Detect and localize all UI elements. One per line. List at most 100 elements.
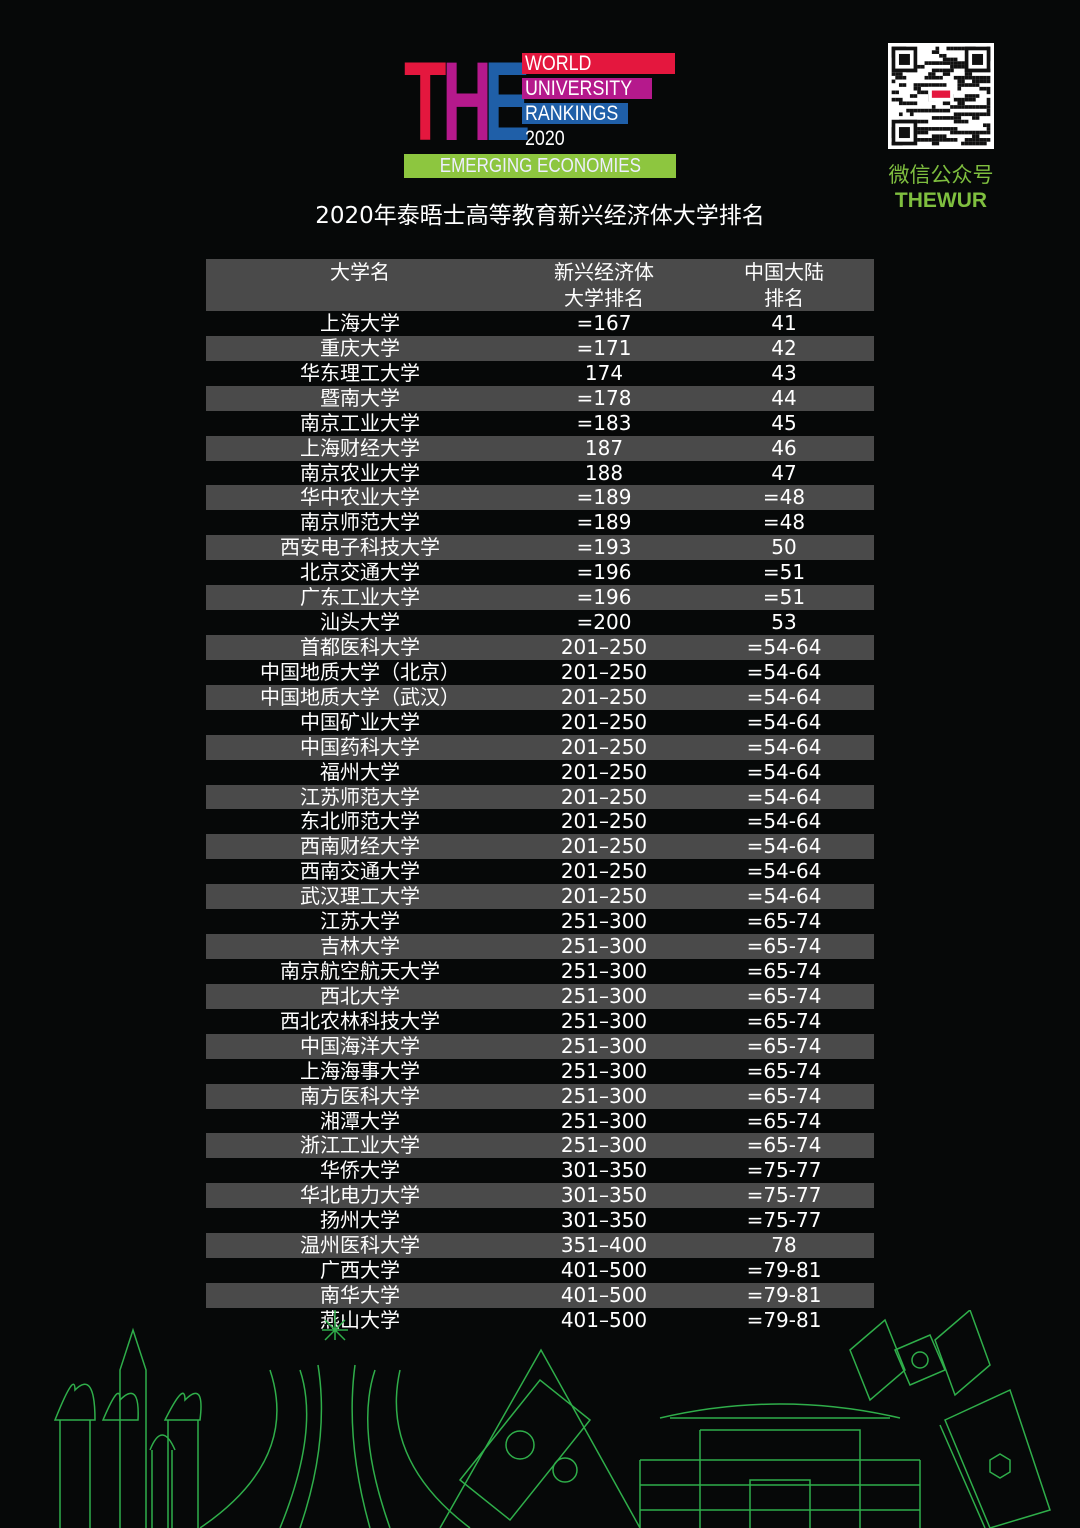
table-row: 福州大学 201–250 =54-64 (206, 760, 874, 785)
onion-dome-cathedral-icon (53, 1327, 202, 1528)
china-rank: 42 (771, 335, 797, 360)
table-row: 南华大学 401–500 =79-81 (206, 1282, 874, 1308)
table-body: 上海大学 =167 41 重庆大学 =171 42 华东理工大学 174 43 暨南大学 =178 4… (206, 311, 874, 1333)
table-row: 汕头大学 =200 53 (206, 610, 874, 635)
table-row: 中国矿业大学 201–250 =54-64 (206, 710, 874, 735)
table-row: 暨南大学 =178 44 (206, 385, 874, 411)
university-name: 广东工业大学 (300, 585, 420, 610)
table-row: 南京工业大学 =183 45 (206, 411, 874, 436)
china-rank: 47 (771, 460, 797, 485)
table-row: 江苏大学 251–300 =65-74 (206, 909, 874, 934)
university-name: 上海大学 (320, 311, 400, 335)
table-row: 北京交通大学 =196 =51 (206, 560, 874, 585)
header-ee-rank: 新兴经济体 大学排名 (554, 260, 654, 310)
table-row: 中国地质大学（北京） 201–250 =54-64 (206, 660, 874, 685)
china-rank: =54-64 (746, 734, 822, 759)
chinese-gate-icon (639, 1403, 921, 1528)
ee-rank: 251–300 (560, 1058, 648, 1083)
table-row: 南方医科大学 251–300 =65-74 (206, 1083, 874, 1109)
china-rank: =54-64 (746, 759, 822, 784)
ee-rank: =189 (576, 485, 632, 510)
table-row: 华侨大学 301–350 =75-77 (206, 1158, 874, 1183)
table-row: 上海海事大学 251–300 =65-74 (206, 1059, 874, 1084)
logo-edition: EMERGING ECONOMIES (404, 154, 676, 178)
ee-rank: 251–300 (560, 983, 648, 1008)
china-rank: 46 (771, 435, 797, 460)
china-rank: =65-74 (746, 1083, 822, 1108)
university-name: 中国地质大学（北京） (260, 659, 460, 684)
ee-rank: 251–300 (560, 1033, 648, 1058)
the-logo: T H E WORLD UNIVERSITY RANKINGS 2020 EME… (404, 39, 676, 180)
table-row: 上海大学 =167 41 (206, 311, 874, 336)
ee-rank: =183 (576, 410, 632, 435)
china-rank: =65-74 (746, 1133, 822, 1158)
university-name: 首都医科大学 (300, 634, 420, 659)
table-row: 西南交通大学 201–250 =54-64 (206, 859, 874, 884)
wechat-account: THEWUR (894, 189, 988, 212)
brasilia-cathedral-icon (199, 1310, 471, 1528)
china-rank: 78 (771, 1233, 797, 1258)
university-name: 江苏师范大学 (300, 784, 420, 809)
ee-rank: 301–350 (560, 1208, 648, 1233)
logo-letter-t: T (404, 39, 446, 164)
ee-rank: 401–500 (560, 1307, 648, 1332)
university-name: 南华大学 (320, 1282, 400, 1307)
ee-rank: =178 (576, 385, 632, 410)
university-name: 西南交通大学 (300, 859, 420, 884)
china-rank: =65-74 (746, 1108, 822, 1133)
china-rank: =75-77 (746, 1208, 822, 1233)
qr-code-icon (888, 43, 994, 149)
ee-rank: 251–300 (560, 934, 648, 959)
table-row: 上海财经大学 187 46 (206, 435, 874, 461)
china-rank: =54-64 (746, 634, 822, 659)
china-rank: =65-74 (746, 983, 822, 1008)
university-name: 东北师范大学 (300, 809, 420, 834)
university-name: 扬州大学 (320, 1208, 400, 1233)
university-name: 西北大学 (320, 983, 400, 1008)
landmarks-decoration (53, 1310, 1051, 1528)
university-name: 中国矿业大学 (300, 709, 420, 734)
university-name: 华中农业大学 (300, 485, 420, 510)
ee-rank: 201–250 (560, 659, 648, 684)
table-row: 南京航空航天大学 251–300 =65-74 (206, 959, 874, 984)
table-row: 中国药科大学 201–250 =54-64 (206, 734, 874, 760)
university-name: 上海财经大学 (300, 435, 420, 460)
wechat-label: 微信公众号 (888, 163, 994, 187)
table-row: 重庆大学 =171 42 (206, 335, 874, 361)
university-name: 吉林大学 (320, 934, 400, 959)
ee-rank: 201–250 (560, 809, 648, 834)
ee-rank: 401–500 (560, 1282, 648, 1307)
table-row: 西南财经大学 201–250 =54-64 (206, 834, 874, 860)
ee-rank: 201–250 (560, 684, 648, 709)
university-name: 华北电力大学 (300, 1183, 420, 1208)
wechat-info: 微信公众号 THEWUR (870, 162, 1012, 214)
table-row: 江苏师范大学 201–250 =54-64 (206, 784, 874, 810)
china-rank: =65-74 (746, 1008, 822, 1033)
logo-year: 2020 (525, 127, 565, 150)
ee-rank: 201–250 (560, 634, 648, 659)
table-row: 武汉理工大学 201–250 =54-64 (206, 884, 874, 910)
table-row: 西北大学 251–300 =65-74 (206, 983, 874, 1009)
ee-rank: 251–300 (560, 958, 648, 983)
logo-world: WORLD (522, 53, 675, 74)
table-row: 燕山大学 401–500 =79-81 (206, 1308, 874, 1333)
university-name: 南京农业大学 (300, 460, 420, 485)
ee-rank: 201–250 (560, 709, 648, 734)
table-row: 温州医科大学 351–400 78 (206, 1233, 874, 1259)
university-name: 中国海洋大学 (300, 1033, 420, 1058)
china-rank: =51 (762, 585, 806, 610)
ee-rank: =171 (576, 335, 632, 360)
university-name: 汕头大学 (320, 610, 400, 635)
china-rank: =65-74 (746, 1058, 822, 1083)
table-header: 大学名 新兴经济体 大学排名 中国大陆 排名 (206, 259, 874, 311)
table-row: 首都医科大学 201–250 =54-64 (206, 634, 874, 660)
table-row: 华东理工大学 174 43 (206, 361, 874, 386)
china-rank: =54-64 (746, 684, 822, 709)
table-row: 东北师范大学 201–250 =54-64 (206, 809, 874, 834)
university-name: 上海海事大学 (300, 1058, 420, 1083)
china-rank: =48 (762, 510, 806, 535)
ee-rank: =189 (576, 510, 632, 535)
china-rank: 44 (771, 385, 797, 410)
china-rank: =79-81 (746, 1258, 822, 1283)
university-name: 福州大学 (320, 759, 400, 784)
